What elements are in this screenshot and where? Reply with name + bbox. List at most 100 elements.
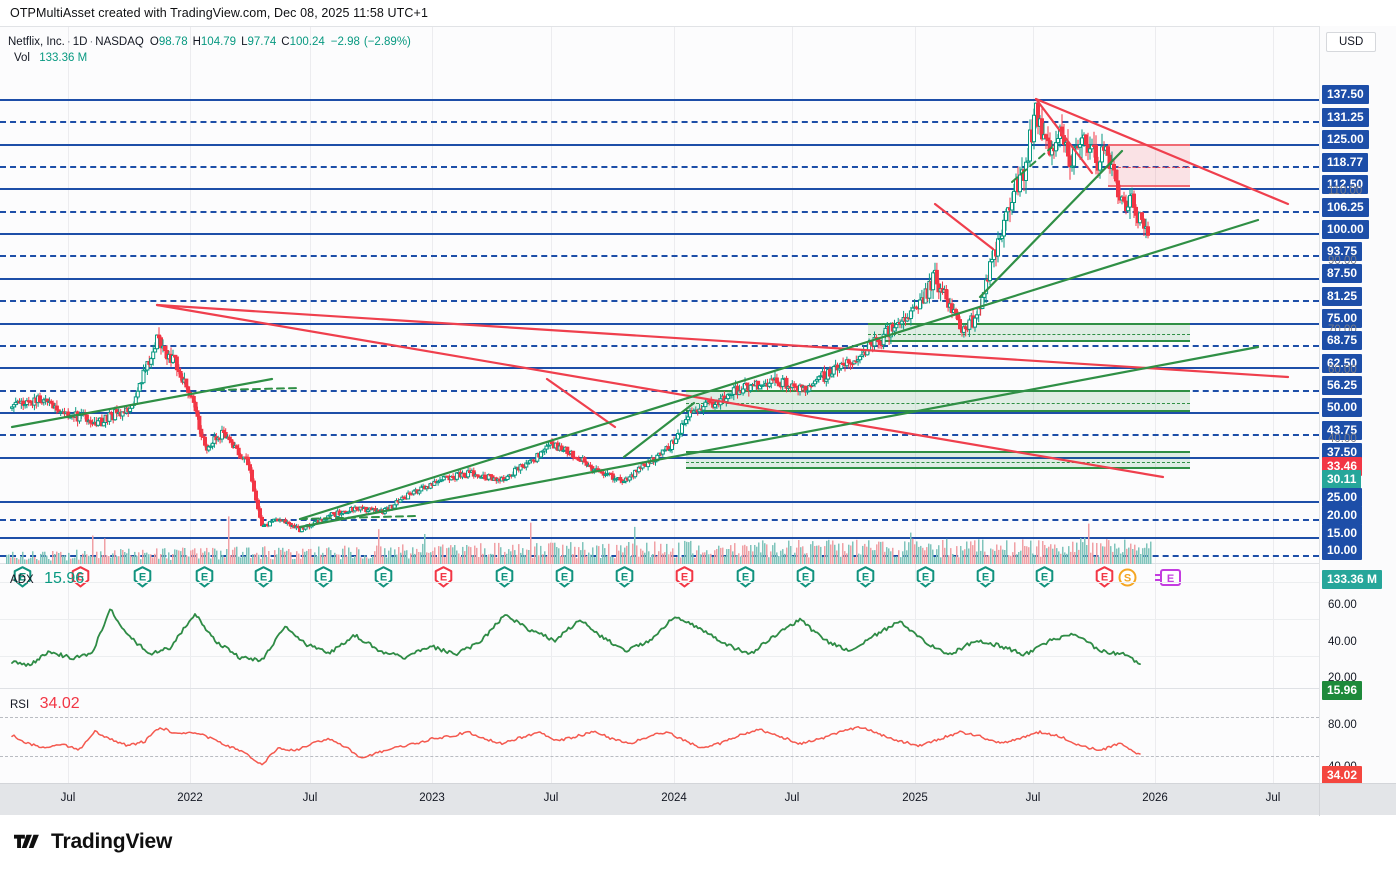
price-level-line[interactable] [0,367,1319,370]
earnings-marker[interactable]: E [195,566,214,588]
price-level-line[interactable] [0,456,1319,459]
price-axis-badge[interactable]: 10.00 [1322,541,1363,560]
price-level-line[interactable] [0,188,1319,191]
rsi-axis-badge[interactable]: 34.02 [1322,766,1363,785]
split-marker[interactable]: E [1155,568,1181,587]
rsi-pane[interactable]: RSI 34.02 [0,689,1319,784]
time-axis-tick[interactable]: 2022 [177,792,203,804]
price-axis-badge[interactable]: 62.50 [1322,354,1363,373]
price-level-line[interactable] [0,165,1319,168]
price-level-line[interactable] [0,255,1319,258]
earnings-marker[interactable]: E [736,566,755,588]
price-axis-badge[interactable]: 75.00 [1322,309,1363,328]
time-axis-tick[interactable]: 2026 [1142,792,1168,804]
price-axis-badge[interactable]: 118.77 [1322,153,1369,172]
price-axis-badge[interactable]: 81.25 [1322,287,1363,306]
price-axis-badge[interactable]: 87.50 [1322,264,1363,283]
price-level-line[interactable] [0,143,1319,146]
price-axis-badge[interactable]: 100.00 [1322,220,1369,239]
time-axis-tick[interactable]: Jul [784,792,800,804]
dividend-marker[interactable]: S [1118,568,1137,587]
time-axis-tick[interactable]: Jul [302,792,318,804]
price-level-line[interactable] [0,210,1319,213]
earnings-marker[interactable]: E [675,566,694,588]
price-level-line[interactable] [0,344,1319,347]
price-axis-tick: 40.00 [1328,433,1357,445]
price-axis-badge[interactable]: 15.00 [1322,524,1363,543]
svg-text:E: E [862,572,869,584]
price-level-line[interactable] [0,501,1319,504]
time-axis-tick[interactable]: Jul [60,792,76,804]
earnings-marker[interactable]: E [796,566,815,588]
time-axis-tick[interactable]: 2025 [902,792,928,804]
svg-text:E: E [742,572,749,584]
earnings-marker[interactable]: E [133,566,152,588]
earnings-marker[interactable]: E [495,566,514,588]
price-axis-badge[interactable]: 20.00 [1322,506,1363,525]
gridline-vertical [1273,27,1274,783]
earnings-marker[interactable]: E [71,566,90,588]
gridline-vertical [310,27,311,783]
time-axis[interactable]: Jul 2022 Jul 2023 Jul 2024 Jul 2025 Jul 2026 Jul [0,783,1396,816]
gridline-vertical [68,27,69,783]
earnings-marker[interactable]: E [314,566,333,588]
adx-pane[interactable]: ADX 15.96 [0,564,1319,689]
price-axis-badge[interactable]: 68.75 [1322,331,1363,350]
price-axis-badge[interactable]: 125.00 [1322,130,1369,149]
price-level-line[interactable] [0,322,1319,325]
price-axis-badge[interactable]: 137.50 [1322,85,1369,104]
price-axis-badge[interactable]: 30.11 [1322,470,1362,489]
time-axis-tick[interactable]: Jul [543,792,559,804]
price-level-line[interactable] [0,99,1319,101]
price-level-line[interactable] [0,519,1319,522]
earnings-marker[interactable]: E [856,566,875,588]
price-axis-badge[interactable]: 56.25 [1322,376,1363,395]
price-level-line[interactable] [0,233,1319,236]
price-axis-badge[interactable]: 50.00 [1322,398,1363,417]
price-level-line[interactable] [0,300,1319,303]
price-axis-badge[interactable]: 25.00 [1322,488,1363,507]
tradingview-wordmark: TradingView [51,830,173,853]
adx-axis-badge[interactable]: 15.96 [1322,681,1363,700]
earnings-marker[interactable]: E [374,566,393,588]
adx-axis-tick: 60.00 [1328,599,1357,611]
price-level-line[interactable] [0,537,1319,540]
earnings-marker[interactable]: E [1095,566,1114,588]
support-zone[interactable] [868,322,1190,343]
earnings-marker[interactable]: E [615,566,634,588]
price-axis-badge[interactable]: 131.25 [1322,108,1369,127]
currency-label[interactable]: USD [1326,32,1377,52]
price-axis-badge[interactable]: 43.75 [1322,421,1363,440]
price-axis-badge[interactable]: 106.25 [1322,198,1369,217]
time-axis-tick[interactable]: 2023 [419,792,445,804]
time-axis-tick[interactable]: Jul [1025,792,1041,804]
resistance-zone[interactable] [1108,143,1190,187]
svg-text:E: E [561,572,568,584]
price-axis[interactable]: USD 137.50 131.25 125.00 118.77 112.50 110.00… [1319,26,1396,785]
price-axis-badge[interactable]: 93.75 [1322,242,1363,261]
support-zone[interactable] [686,451,1190,470]
downtrend-lines [155,97,1290,479]
earnings-marker[interactable]: E [434,566,453,588]
volume-histogram [6,516,1152,564]
price-axis-badge[interactable]: 112.50 [1322,175,1369,194]
earnings-marker[interactable]: E [976,566,995,588]
svg-text:E: E [201,572,208,584]
earnings-marker[interactable]: E [254,566,273,588]
earnings-marker[interactable]: E [1035,566,1054,588]
earnings-marker[interactable]: E [916,566,935,588]
time-axis-tick[interactable]: Jul [1265,792,1281,804]
time-axis-tick[interactable]: 2024 [661,792,687,804]
price-level-line[interactable] [0,277,1319,280]
price-level-line[interactable] [0,411,1319,414]
earnings-marker[interactable]: E [555,566,574,588]
earnings-marker[interactable]: E [13,566,32,588]
svg-text:E: E [802,572,809,584]
support-zone[interactable] [686,390,1190,412]
volume-axis-badge[interactable]: 133.36 M [1322,570,1383,589]
price-level-line[interactable] [0,434,1319,437]
price-level-line[interactable] [0,121,1319,124]
